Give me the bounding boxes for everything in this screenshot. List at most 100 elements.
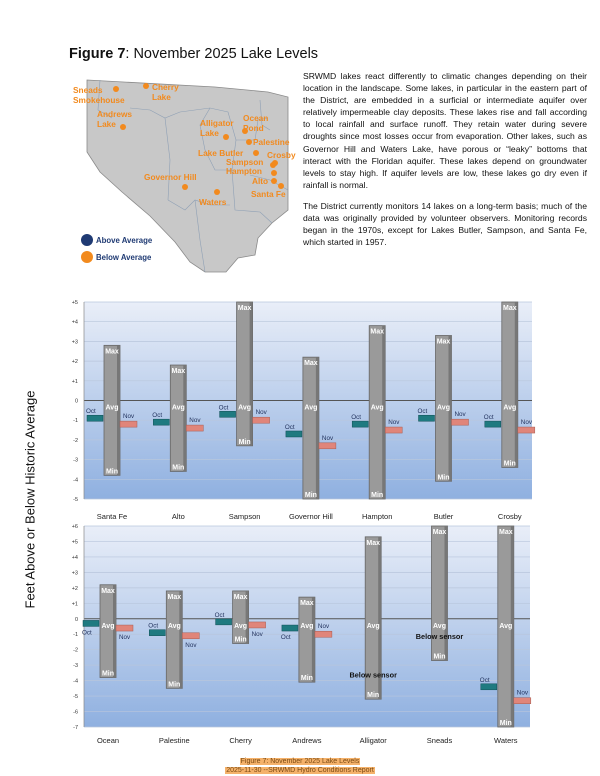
category-label: Alto [172,512,185,521]
nov-label: Nov [119,634,131,641]
y-tick-label: -4 [73,477,78,483]
oct-bar [149,629,166,636]
max-label: Max [167,594,181,601]
y-tick-label: -6 [73,710,78,716]
county-boundary [194,199,206,273]
avg-label: Avg [437,405,450,412]
min-label: Min [102,671,114,678]
y-tick-label: +3 [72,570,78,576]
oct-bar [86,414,104,422]
lake-marker [270,162,276,168]
oct-label: Oct [351,414,361,421]
oct-label: Oct [281,634,291,641]
nov-bar [182,632,200,640]
legend-marker [81,251,93,263]
lake-label: Cherry [152,82,179,92]
avg-label: Avg [433,623,446,630]
footer-report: 2025-11-30 --SRWMD Hydro Conditions Repo… [0,766,600,775]
oct-bar [484,420,502,428]
lake-label: Governor Hill [144,172,197,182]
oct-label: Oct [86,408,96,415]
oct-label: Oct [219,404,229,411]
max-label: Max [437,338,451,345]
min-label: Min [433,654,445,661]
y-tick-label: -3 [73,663,78,669]
min-label: Min [437,474,449,481]
max-label: Max [238,305,252,312]
lake-label: Pond [243,123,264,133]
lake-marker [271,178,277,184]
paragraph: SRWMD lakes react differently to climati… [303,71,587,190]
nov-bar [314,630,333,638]
nov-bar [318,442,337,450]
nov-label: Nov [322,435,334,442]
max-label: Max [503,305,517,312]
oct-label: Oct [215,612,225,619]
oct-bar [480,683,498,691]
category-label: Hampton [362,512,392,521]
oct-bar [215,618,232,626]
range-bar-shade [117,345,120,476]
category-label: Crosby [498,512,522,521]
oct-label: Oct [418,408,428,415]
category-label: Butler [434,512,454,521]
nov-bar [517,426,536,434]
oct-bar [351,420,369,428]
y-tick-label: -2 [73,438,78,444]
y-tick-label: +2 [72,586,78,592]
county-boundary [199,107,232,171]
lake-label: Alligator [200,118,234,128]
max-label: Max [105,348,119,355]
lake-marker [120,124,126,130]
y-tick-label: -5 [73,497,78,503]
nov-bar [451,418,469,426]
oct-bar [153,418,170,426]
category-label: Ocean [97,736,119,745]
avg-label: Avg [367,623,380,630]
range-bar-shade [245,590,249,644]
y-axis-label: Feet Above or Below Historic Average [22,390,38,609]
figure-title-text: : November 2025 Lake Levels [125,46,319,62]
category-label: Andrews [292,736,321,745]
y-tick-label: +4 [72,320,78,326]
min-label: Min [239,439,251,446]
oct-bar [418,414,435,422]
figure-label: Figure 7 [69,46,126,62]
below-sensor-annotation: Below sensor [349,671,397,680]
min-label: Min [367,692,379,699]
footer-line-2: 2025-11-30 --SRWMD Hydro Conditions Repo… [225,767,375,774]
range-bar-shade [448,335,452,482]
avg-label: Avg [238,405,251,412]
max-label: Max [101,588,115,595]
lake-label: Palestine [253,137,290,147]
max-label: Max [300,600,314,607]
range-bar-shade [113,584,116,678]
max-label: Max [366,540,380,547]
lake-marker [113,86,119,92]
below-sensor-annotation: Below sensor [416,632,464,641]
nov-bar [252,416,270,424]
description: SRWMD lakes react differently to climati… [303,70,587,257]
lake-label: Santa Fe [251,189,286,199]
legend-marker [81,234,93,246]
lake-label: Lake [97,119,116,129]
category-label: Santa Fe [97,512,127,521]
lake-marker [278,183,284,189]
range-bar-shade [444,526,448,661]
oct-label: Oct [285,424,295,431]
oct-bar [219,411,236,418]
legend-label: Below Average [96,253,152,262]
lake-label: Sampson [226,157,263,167]
category-label: Waters [494,736,518,745]
oct-label: Oct [82,629,92,636]
lake-label: Andrews [97,109,132,119]
y-tick-label: -2 [73,648,78,654]
avg-label: Avg [102,623,115,630]
footer-caption: Figure 7: November 2025 Lake Levels [0,757,600,766]
min-label: Min [504,460,516,467]
nov-label: Nov [123,413,135,420]
nov-bar [248,621,266,629]
range-bar-shade [315,357,319,499]
category-label: Sampson [229,512,261,521]
